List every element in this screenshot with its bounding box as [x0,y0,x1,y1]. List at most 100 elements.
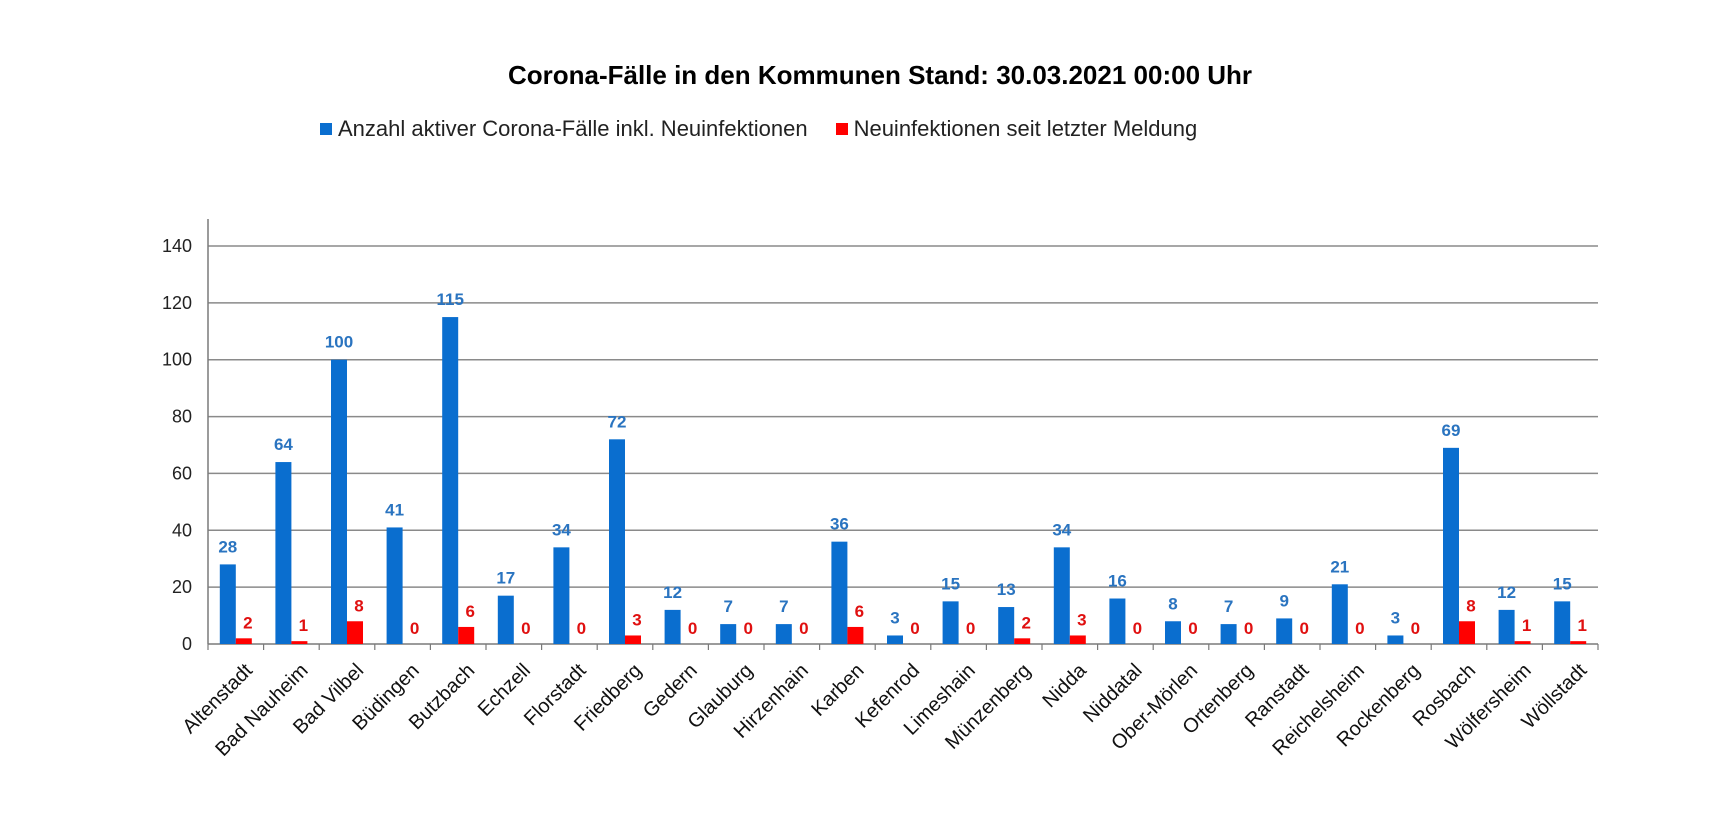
bar-new-11 [847,626,864,644]
data-label-active-16: 16 [1108,572,1127,591]
data-label-active-9: 7 [723,597,732,616]
y-tick-label-60: 60 [172,463,192,483]
data-label-new-3: 0 [410,619,419,638]
bar-new-4 [458,626,475,644]
data-label-active-3: 41 [385,500,404,519]
bar-new-1 [291,641,308,644]
bar-active-8 [664,609,681,644]
data-label-new-4: 6 [465,602,474,621]
data-label-new-12: 0 [910,619,919,638]
data-label-new-10: 0 [799,619,808,638]
data-label-active-17: 8 [1168,594,1177,613]
data-label-active-13: 15 [941,574,960,593]
bar-active-9 [720,624,737,644]
data-label-active-21: 3 [1391,608,1400,627]
bar-active-7 [609,439,625,644]
bar-new-23 [1514,641,1531,644]
y-tick-label-20: 20 [172,577,192,597]
legend-label-new: Neuinfektionen seit letzter Meldung [853,116,1198,141]
bar-new-0 [235,638,252,644]
bar-active-15 [1053,547,1070,644]
data-label-active-22: 69 [1442,421,1461,440]
legend-swatch-active [320,123,332,135]
bar-active-1 [275,462,292,644]
data-label-active-1: 64 [274,435,293,454]
bar-active-14 [998,607,1015,644]
data-label-new-6: 0 [577,619,586,638]
data-label-new-22: 8 [1466,596,1475,615]
bar-active-11 [831,541,848,644]
y-tick-label-100: 100 [162,350,192,370]
bar-new-15 [1069,635,1086,644]
bar-active-22 [1443,447,1459,644]
bar-active-5 [497,595,514,644]
bar-active-2 [331,359,347,644]
data-label-active-0: 28 [218,537,237,556]
data-label-new-1: 1 [299,616,308,635]
bar-active-21 [1387,635,1404,644]
legend-item-new: Neuinfektionen seit letzter Meldung [835,116,1198,142]
y-tick-label-80: 80 [172,407,192,427]
data-label-new-23: 1 [1522,616,1531,635]
data-label-active-12: 3 [890,608,899,627]
y-tick-label-140: 140 [162,236,192,256]
data-label-active-18: 7 [1224,597,1233,616]
data-label-active-19: 9 [1279,591,1288,610]
data-label-new-15: 3 [1077,610,1086,629]
data-label-active-10: 7 [779,597,788,616]
data-label-active-23: 12 [1497,583,1516,602]
data-label-new-2: 8 [354,596,363,615]
data-label-new-21: 0 [1411,619,1420,638]
bar-active-13 [942,601,959,644]
bar-active-23 [1498,609,1515,644]
data-label-new-24: 1 [1577,616,1586,635]
data-label-active-15: 34 [1052,520,1071,539]
bar-new-14 [1014,638,1031,644]
bar-active-4 [442,317,459,644]
data-label-active-14: 13 [997,580,1016,599]
legend: Anzahl aktiver Corona-Fälle inkl. Neuinf… [320,116,1225,142]
data-label-new-16: 0 [1133,619,1142,638]
legend-label-active: Anzahl aktiver Corona-Fälle inkl. Neuinf… [338,116,808,141]
bar-active-17 [1165,621,1181,644]
data-label-active-11: 36 [830,515,849,534]
bar-active-18 [1220,624,1237,644]
legend-swatch-new [835,123,848,135]
data-label-new-20: 0 [1355,619,1364,638]
bar-active-19 [1276,618,1293,644]
data-label-active-2: 100 [325,333,353,352]
bar-active-0 [219,564,236,644]
data-label-active-4: 115 [436,290,463,309]
data-label-new-14: 2 [1021,613,1030,632]
data-label-new-17: 0 [1188,619,1197,638]
data-label-new-7: 3 [632,610,641,629]
bar-active-10 [775,624,792,644]
bar-new-22 [1459,621,1475,644]
y-tick-label-0: 0 [182,634,192,654]
bar-new-7 [625,635,641,644]
bar-active-20 [1331,584,1348,644]
data-label-new-11: 6 [855,602,864,621]
data-label-active-5: 17 [496,569,515,588]
data-label-new-0: 2 [243,613,252,632]
bar-active-16 [1109,598,1126,644]
data-label-new-13: 0 [966,619,975,638]
bar-active-24 [1554,601,1571,644]
data-label-active-24: 15 [1553,574,1572,593]
data-label-new-9: 0 [743,619,752,638]
data-label-active-6: 34 [552,520,571,539]
y-tick-label-120: 120 [162,293,192,313]
legend-item-active: Anzahl aktiver Corona-Fälle inkl. Neuinf… [320,116,808,142]
data-label-new-8: 0 [688,619,697,638]
data-label-new-18: 0 [1244,619,1253,638]
data-label-active-20: 21 [1330,557,1349,576]
chart-title: Corona-Fälle in den Kommunen Stand: 30.0… [507,60,1253,90]
bar-new-24 [1570,641,1587,644]
bar-active-12 [887,635,903,644]
bar-active-6 [553,547,570,644]
category-label-15: Nidda [1038,659,1091,712]
data-label-new-5: 0 [521,619,530,638]
bar-new-2 [347,621,363,644]
y-tick-label-40: 40 [172,520,192,540]
